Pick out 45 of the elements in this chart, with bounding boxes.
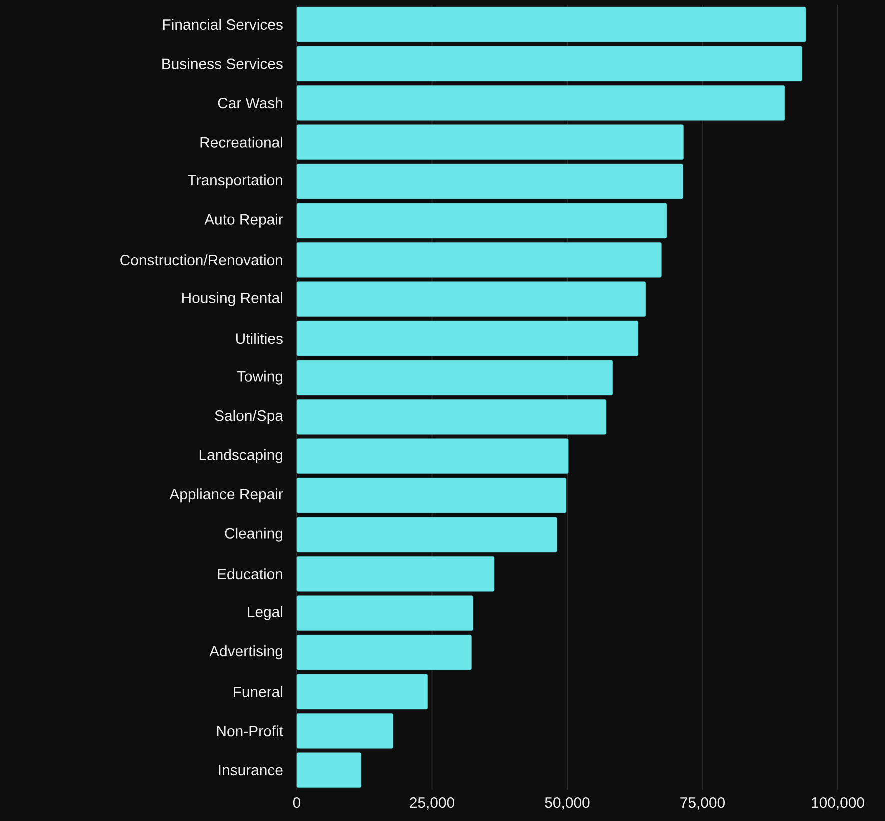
- bar: [296, 320, 639, 356]
- y-tick-label: Legal: [248, 606, 282, 620]
- bar: [296, 752, 362, 788]
- bar: [296, 556, 495, 592]
- bar: [296, 164, 684, 200]
- y-tick-label: Salon/Spa: [215, 410, 284, 424]
- bar: [296, 478, 567, 514]
- y-tick-label: Funeral: [234, 686, 282, 698]
- y-tick-label: Appliance Repair: [170, 488, 284, 503]
- bar: [296, 6, 806, 42]
- y-tick-label: Car Wash: [218, 98, 283, 109]
- y-tick-label: Recreational: [200, 136, 282, 148]
- x-tick-label: 0: [293, 798, 301, 808]
- bar: [296, 713, 394, 749]
- bar: [296, 124, 684, 160]
- x-tick-label: 50,000: [545, 798, 590, 810]
- y-tick-label: Business Services: [162, 58, 283, 70]
- bar: [296, 438, 569, 474]
- bar: [296, 634, 472, 670]
- x-tick-label: 25,000: [410, 798, 455, 810]
- y-tick-label: Utilities: [236, 333, 283, 344]
- bar: [296, 242, 662, 278]
- y-tick-label: Towing: [237, 370, 283, 385]
- y-tick-label: Construction/Renovation: [120, 254, 282, 266]
- y-tick-label: Education: [218, 568, 283, 580]
- y-tick-label: Non-Profit: [217, 726, 284, 737]
- bar: [296, 282, 646, 318]
- bar: [296, 517, 558, 553]
- x-tick-label: 100,000: [812, 798, 864, 810]
- bar: [296, 203, 668, 239]
- y-tick-label: Landscaping: [200, 449, 282, 464]
- y-tick-label: Housing Rental: [182, 292, 282, 306]
- bar: [296, 674, 428, 710]
- bar: [296, 85, 786, 121]
- y-tick-label: Advertising: [210, 646, 283, 660]
- bar: [296, 46, 802, 82]
- y-tick-label: Cleaning: [225, 528, 282, 542]
- y-tick-label: Transportation: [188, 174, 283, 189]
- y-tick-label: Insurance: [219, 765, 283, 776]
- x-tick-label: 75,000: [680, 798, 726, 810]
- bar: [296, 360, 614, 396]
- bar: [296, 399, 607, 435]
- y-tick-label: Auto Repair: [204, 214, 284, 228]
- y-tick-label: Financial Services: [163, 19, 283, 30]
- bar: [296, 596, 474, 632]
